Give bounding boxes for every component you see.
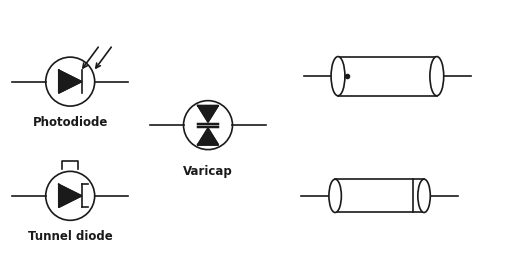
- Ellipse shape: [331, 57, 345, 96]
- Text: Tunnel diode: Tunnel diode: [28, 230, 112, 243]
- Text: Varicap: Varicap: [183, 165, 233, 178]
- Polygon shape: [59, 70, 82, 93]
- Polygon shape: [198, 128, 218, 145]
- Ellipse shape: [430, 57, 444, 96]
- Ellipse shape: [329, 179, 341, 212]
- Ellipse shape: [418, 179, 430, 212]
- Bar: [338, 57, 437, 96]
- Text: Photodiode: Photodiode: [33, 116, 108, 129]
- Bar: [335, 179, 424, 212]
- Polygon shape: [59, 184, 82, 207]
- Polygon shape: [198, 106, 218, 122]
